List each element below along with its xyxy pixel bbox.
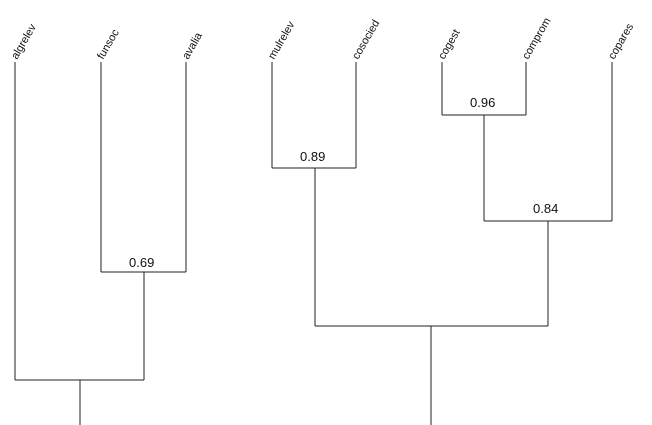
leaf-label-cosocied: cosocied (350, 18, 382, 62)
leaf-label-funsoc: funsoc (95, 27, 122, 62)
leaf-label-comprom: comprom (520, 16, 553, 62)
leaf-label-mulrelev: mulrelev (266, 19, 297, 61)
node-label-mulrelev-cosocied: 0.89 (300, 149, 325, 164)
leaf-label-cogest: cogest (436, 27, 463, 61)
node-label-cogest-comprom-copares: 0.84 (533, 201, 558, 216)
node-label-cogest-comprom: 0.96 (470, 95, 495, 110)
leaf-label-avalia: avalia (180, 30, 205, 62)
node-label-funsoc-avalia: 0.69 (129, 255, 154, 270)
leaf-label-algrelev: algrelev (9, 22, 39, 62)
leaf-label-copares: copares (606, 21, 636, 61)
